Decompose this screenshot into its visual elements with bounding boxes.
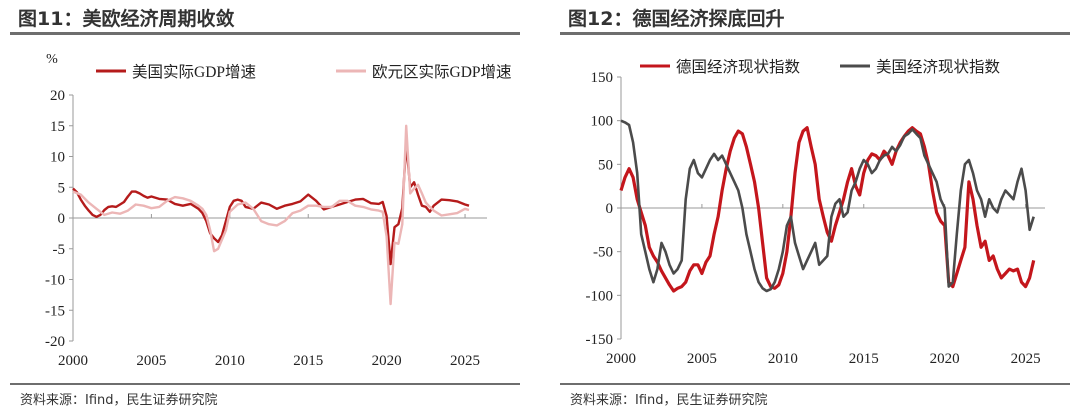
legend-label-2: 美国经济现状指数: [876, 58, 1001, 76]
x-tick-label: 2000: [58, 353, 88, 369]
y-tick-label: -150: [586, 332, 614, 348]
legend-label-1: 德国经济现状指数: [676, 58, 801, 76]
y-unit-label: %: [46, 52, 58, 67]
figure-12: 图12：德国经济探底回升 -150 -100 -50 0 50 100 150 2000 200…: [550, 0, 1080, 414]
y-tick-label: 15: [50, 119, 65, 135]
y-tick-label: 10: [50, 150, 65, 166]
series-line-1: [72, 141, 470, 266]
x-tick-label: 2010: [215, 353, 245, 369]
x-tick-label: 2015: [293, 353, 323, 369]
y-tick-label: 50: [598, 157, 613, 173]
figure-11-source: 资料来源：Ifind，民生证券研究院: [20, 393, 218, 408]
figure-11-title: 图11：美欧经济周期收敛: [18, 8, 235, 30]
y-tick-label: 100: [591, 114, 614, 130]
figure-12-source: 资料来源：Ifind，民生证券研究院: [570, 393, 768, 408]
y-tick-label: -15: [45, 303, 65, 319]
y-tick-label: -5: [53, 242, 66, 258]
x-tick-label: 2025: [450, 353, 480, 369]
series-line-2: [72, 124, 470, 306]
figure-12-title: 图12：德国经济探底回升: [568, 8, 785, 30]
series-line-2: [620, 119, 1035, 293]
y-tick-label: 5: [58, 180, 66, 196]
figure-11: 图11：美欧经济周期收敛 -20 -15 -10 -5 0 5 10 15 20 2000 2005…: [0, 0, 528, 414]
legend-label-1: 美国实际GDP增速: [132, 63, 256, 81]
series-line-1: [619, 126, 1036, 293]
y-tick-label: -10: [45, 273, 65, 289]
y-tick-label: 20: [50, 88, 65, 104]
x-tick-label: 2010: [768, 351, 798, 367]
figure-11-bottom-rule: [10, 383, 520, 385]
x-tick-label: 2020: [372, 353, 402, 369]
figure-12-bottom-rule: [560, 383, 1070, 385]
x-tick-label: 2020: [930, 351, 960, 367]
figure-11-top-rule: [10, 32, 520, 35]
x-tick-label: 2005: [687, 351, 717, 367]
figure-12-top-rule: [560, 32, 1070, 35]
x-tick-label: 2005: [136, 353, 166, 369]
figure-12-chart: -150 -100 -50 0 50 100 150 2000 2005 2010 2015 2020…: [586, 58, 1045, 367]
x-tick-label: 2000: [606, 351, 636, 367]
figure-11-chart: -20 -15 -10 -5 0 5 10 15 20 2000 2005 2010 2015 2020 2…: [45, 52, 512, 369]
y-tick-label: 0: [58, 211, 66, 227]
legend-label-2: 欧元区实际GDP增速: [372, 63, 512, 81]
x-tick-label: 2015: [849, 351, 879, 367]
y-tick-label: 150: [591, 70, 614, 86]
y-tick-label: -100: [586, 288, 614, 304]
y-tick-label: -20: [45, 334, 65, 350]
y-tick-label: 0: [606, 201, 614, 217]
y-tick-label: -50: [593, 245, 613, 261]
x-tick-label: 2025: [1011, 351, 1041, 367]
